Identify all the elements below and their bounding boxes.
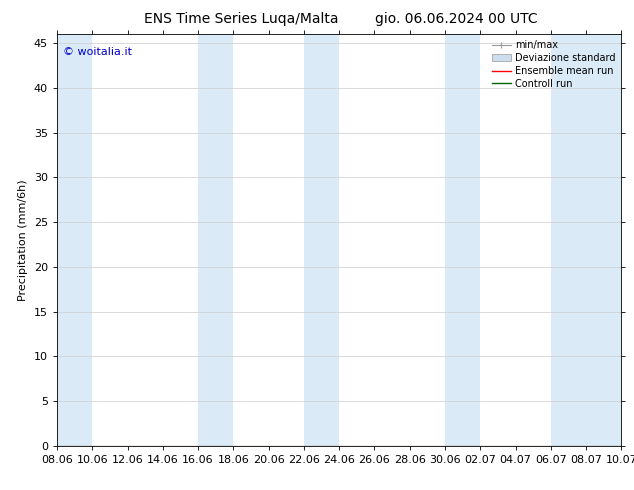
Bar [198,34,233,446]
Legend: min/max, Deviazione standard, Ensemble mean run, Controll run: min/max, Deviazione standard, Ensemble m… [488,36,619,93]
Text: ENS Time Series Luqa/Malta: ENS Time Series Luqa/Malta [144,12,338,26]
Bar [304,34,339,446]
Bar [445,34,481,446]
Text: © woitalia.it: © woitalia.it [63,47,132,57]
Bar [57,34,93,446]
Text: gio. 06.06.2024 00 UTC: gio. 06.06.2024 00 UTC [375,12,538,26]
Bar [551,34,621,446]
Y-axis label: Precipitation (mm/6h): Precipitation (mm/6h) [18,179,29,301]
